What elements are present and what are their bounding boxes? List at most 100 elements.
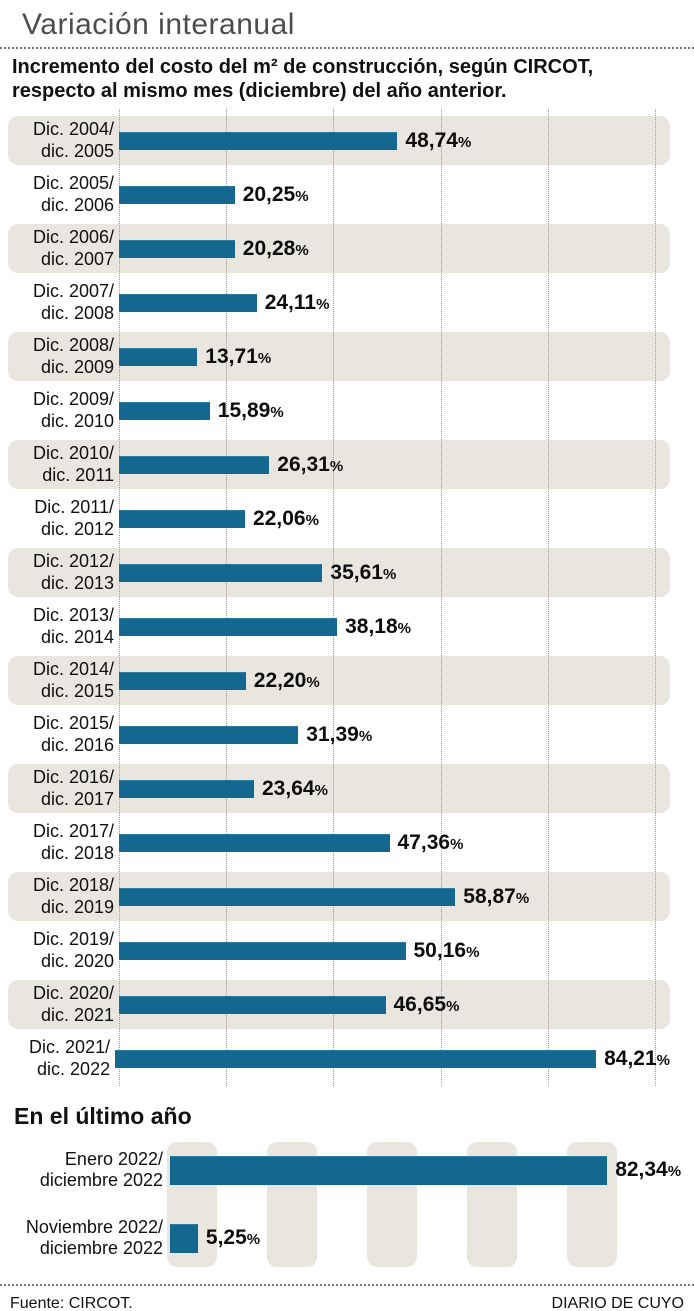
row-label-line-1: Dic. 2011/: [34, 497, 114, 518]
page-title: Variación interanual: [22, 8, 295, 41]
bar-value-label: 20,28%: [243, 237, 309, 261]
bar: [119, 995, 386, 1014]
row-label-line-2: dic. 2020: [40, 950, 114, 971]
bar-value-label: 5,25%: [206, 1226, 260, 1250]
bar-zone: 50,16%: [119, 939, 670, 963]
bar-zone: 48,74%: [119, 129, 670, 153]
bar-zone: 22,06%: [119, 507, 670, 531]
percent-sign: %: [446, 997, 460, 1015]
row-label-line-2: dic. 2011: [42, 464, 114, 485]
row-label-line-2: dic. 2016: [40, 734, 114, 755]
bar-zone: 84,21%: [115, 1047, 670, 1071]
percent-sign: %: [306, 673, 320, 691]
row-label: Dic. 2010/ dic. 2011: [8, 443, 119, 485]
bar-value-label: 22,20%: [254, 669, 320, 693]
percent-sign: %: [466, 943, 480, 961]
bar: [119, 725, 299, 744]
bar: [119, 887, 456, 906]
bar-zone: 47,36%: [119, 831, 670, 855]
chart-row: Dic. 2011/ dic. 2012 22,06%: [8, 494, 670, 543]
row-label-line-2: dic. 2010: [40, 410, 114, 431]
percent-sign: %: [314, 781, 328, 799]
bar-value-number: 5,25: [205, 1226, 247, 1250]
row-label-line-2: dic. 2005: [40, 140, 114, 161]
bar-value-label: 35,61%: [330, 561, 396, 585]
bar-value-label: 50,16%: [414, 939, 480, 963]
chart-row: Dic. 2005/ dic. 2006 20,25%: [8, 170, 670, 219]
bar-value-label: 22,06%: [253, 507, 319, 531]
bar-zone: 24,11%: [119, 291, 670, 315]
row-label: Dic. 2021/ dic. 2022: [8, 1037, 115, 1079]
bar-value-label: 38,18%: [345, 615, 411, 639]
bar-value-label: 13,71%: [205, 345, 271, 369]
row-label-line-2: dic. 2014: [40, 626, 114, 647]
chart-row: Noviembre 2022/ diciembre 2022 5,25%: [0, 1216, 694, 1260]
percent-sign: %: [457, 133, 472, 151]
bar: [119, 239, 235, 258]
bar-value-number: 31,39: [306, 722, 359, 746]
bar-value-number: 84,21: [604, 1046, 657, 1070]
chart-row: Dic. 2008/ dic. 2009 13,71%: [8, 332, 670, 382]
row-label: Dic. 2009/ dic. 2010: [8, 389, 119, 431]
bar-zone: 46,65%: [119, 993, 670, 1017]
percent-sign: %: [305, 511, 319, 529]
row-label: Dic. 2018/ dic. 2019: [8, 875, 119, 917]
row-label-line-1: Dic. 2010/: [32, 443, 114, 464]
row-label-line-2: dic. 2012: [40, 518, 114, 539]
row-label-line-1: Dic. 2020/: [32, 983, 114, 1004]
bar-zone: 82,34%: [170, 1155, 694, 1185]
row-label-line-2: dic. 2006: [40, 194, 114, 215]
row-label-line-2: dic. 2009: [40, 356, 114, 377]
row-label: Dic. 2014/ dic. 2015: [8, 659, 119, 701]
row-label-line-2: dic. 2021: [40, 1004, 114, 1025]
bar-value-label: 31,39%: [306, 723, 372, 747]
bar: [119, 509, 245, 528]
bar-value-label: 15,89%: [218, 399, 284, 423]
row-label-line-1: Dic. 2017/: [32, 821, 114, 842]
subtitle-line-1: Incremento del costo del m² de construcc…: [12, 55, 594, 78]
row-label-line-1: Dic. 2005/: [32, 173, 114, 194]
row-label-line-1: Dic. 2007/: [32, 281, 114, 302]
chart-row: Dic. 2019/ dic. 2020 50,16%: [8, 926, 670, 975]
row-label-line-1: Dic. 2012/: [32, 551, 114, 572]
row-label: Dic. 2008/ dic. 2009: [8, 335, 119, 377]
bar-value-number: 38,18: [345, 614, 398, 638]
bar: [115, 1049, 597, 1068]
percent-sign: %: [295, 241, 309, 259]
chart-row: Dic. 2018/ dic. 2019 58,87%: [8, 872, 670, 922]
row-label-line-2: dic. 2018: [40, 842, 114, 863]
bar-value-number: 22,06: [253, 506, 306, 530]
row-label-line-2: dic. 2019: [40, 896, 114, 917]
percent-sign: %: [656, 1051, 670, 1069]
row-label-line-1: Dic. 2021/: [29, 1037, 111, 1058]
row-label-line-1: Noviembre 2022/: [25, 1216, 163, 1237]
bar-value-label: 58,87%: [463, 885, 529, 909]
row-label: Dic. 2005/ dic. 2006: [8, 173, 119, 215]
chart-row: Dic. 2007/ dic. 2008 24,11%: [8, 278, 670, 327]
chart-row: Dic. 2021/ dic. 2022 84,21%: [8, 1034, 670, 1083]
row-label-line-2: diciembre 2022: [39, 1170, 163, 1191]
bar-value-number: 35,61: [330, 560, 383, 584]
bar-value-label: 24,11%: [265, 291, 330, 315]
bar-value-number: 82,34: [615, 1158, 668, 1182]
row-label-line-1: Dic. 2006/: [32, 227, 114, 248]
bar-value-number: 20,28: [242, 236, 296, 260]
row-label: Dic. 2007/ dic. 2008: [8, 281, 119, 323]
row-label-line-2: diciembre 2022: [39, 1238, 163, 1259]
bar-value-number: 20,25: [242, 182, 296, 206]
row-label-line-1: Enero 2022/: [64, 1148, 163, 1169]
row-label-line-1: Dic. 2004/: [32, 119, 114, 140]
bar-value-label: 82,34%: [615, 1158, 681, 1182]
bar-value-number: 24,11: [264, 290, 317, 314]
last-year-chart-rows: Enero 2022/ diciembre 2022 82,34% Noviem…: [0, 1142, 694, 1260]
bar-value-label: 20,25%: [243, 183, 309, 207]
percent-sign: %: [515, 889, 530, 907]
row-label: Dic. 2016/ dic. 2017: [8, 767, 119, 809]
bar-value-label: 84,21%: [604, 1047, 670, 1071]
chart-row: Dic. 2004/ dic. 2005 48,74%: [8, 116, 670, 166]
percent-sign: %: [667, 1163, 682, 1181]
bar-zone: 22,20%: [119, 669, 670, 693]
bar-value-number: 58,87: [463, 884, 516, 908]
bar: [119, 779, 254, 798]
row-label-line-2: dic. 2015: [40, 680, 114, 701]
